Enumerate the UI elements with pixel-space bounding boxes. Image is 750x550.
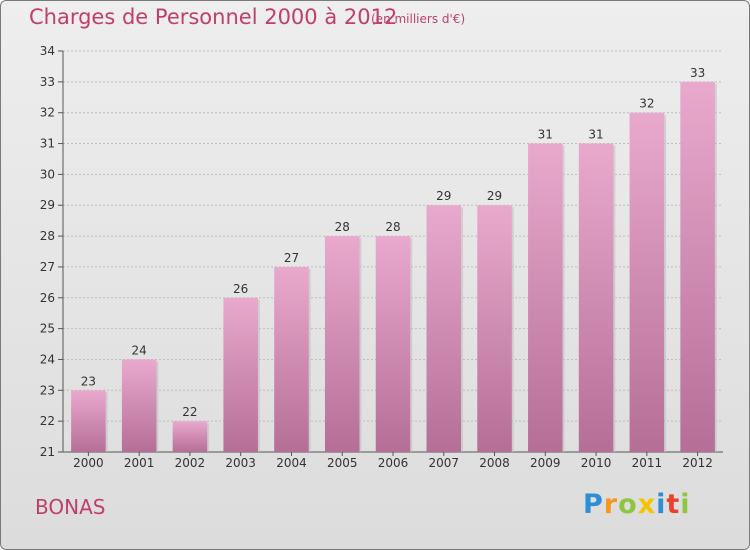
chart-title: Charges de Personnel 2000 à 2012 <box>29 5 398 29</box>
logo-letter: P <box>583 489 604 520</box>
y-tick-label: 25 <box>40 322 55 336</box>
bar <box>223 297 258 452</box>
bars <box>71 81 717 453</box>
logo-letter: o <box>618 489 638 520</box>
x-tick-label: 2006 <box>378 456 409 470</box>
bar-value-label: 26 <box>233 282 248 296</box>
bar <box>680 81 715 452</box>
x-tick-label: 2002 <box>175 456 206 470</box>
y-tick-label: 26 <box>40 291 55 305</box>
y-tick-label: 32 <box>40 106 55 120</box>
bar <box>274 266 309 452</box>
y-tick-label: 23 <box>40 383 55 397</box>
axes: 21 22 23 24 25 26 27 28 29 30 31 32 33 34 2000 2001 2002… <box>40 44 723 470</box>
bar-value-label: 31 <box>588 128 603 142</box>
proxiti-logo[interactable]: Proxiti <box>583 489 691 520</box>
bar-value-label: 29 <box>487 189 502 203</box>
y-tick-label: 31 <box>40 137 55 151</box>
bar <box>578 143 614 453</box>
x-tick-label: 2001 <box>124 456 155 470</box>
y-tick-label: 29 <box>40 198 55 212</box>
bar-value-label: 27 <box>284 251 299 265</box>
bar <box>375 236 411 452</box>
data-labels: 23 24 22 26 27 28 28 29 29 31 31 32 33 <box>81 66 706 419</box>
bar <box>477 205 512 452</box>
logo-letter: t <box>666 489 681 520</box>
bar-value-label: 31 <box>538 128 553 142</box>
bar-value-label: 24 <box>132 343 147 357</box>
bar <box>121 359 157 452</box>
bar <box>172 421 208 452</box>
bar-value-label: 28 <box>385 220 400 234</box>
x-tick-label: 2009 <box>530 456 561 470</box>
bar <box>426 205 462 452</box>
y-tick-label: 30 <box>40 167 55 181</box>
x-tick-label: 2012 <box>682 456 713 470</box>
bar-value-label: 33 <box>690 66 705 80</box>
x-tick-label: 2000 <box>73 456 104 470</box>
bar <box>528 143 563 453</box>
x-tick-label: 2008 <box>479 456 510 470</box>
x-tick-label: 2011 <box>632 456 663 470</box>
x-tick-label: 2003 <box>225 456 256 470</box>
y-tick-label: 34 <box>40 44 55 58</box>
y-tick-label: 28 <box>40 229 55 243</box>
location-name: BONAS <box>35 495 106 519</box>
bar-value-label: 23 <box>81 374 96 388</box>
bar-value-label: 29 <box>436 189 451 203</box>
chart-subtitle: (en milliers d'€) <box>371 12 466 26</box>
logo-letter: x <box>637 489 657 520</box>
bar-value-label: 22 <box>182 405 197 419</box>
x-tick-label: 2010 <box>581 456 612 470</box>
y-tick-label: 24 <box>40 352 55 366</box>
y-tick-label: 22 <box>40 414 55 428</box>
bar <box>324 236 360 452</box>
y-tick-label: 21 <box>40 445 55 459</box>
logo-letter: i <box>680 489 691 520</box>
y-tick-label: 33 <box>40 75 55 89</box>
x-tick-label: 2007 <box>428 456 459 470</box>
bar-value-label: 32 <box>639 97 654 111</box>
y-tick-label: 27 <box>40 260 55 274</box>
bar <box>629 112 665 452</box>
logo-letter: i <box>656 489 667 520</box>
bar <box>71 390 106 452</box>
bar-value-label: 28 <box>335 220 350 234</box>
x-tick-label: 2005 <box>327 456 358 470</box>
x-tick-label: 2004 <box>276 456 307 470</box>
logo-letter: r <box>603 489 619 520</box>
